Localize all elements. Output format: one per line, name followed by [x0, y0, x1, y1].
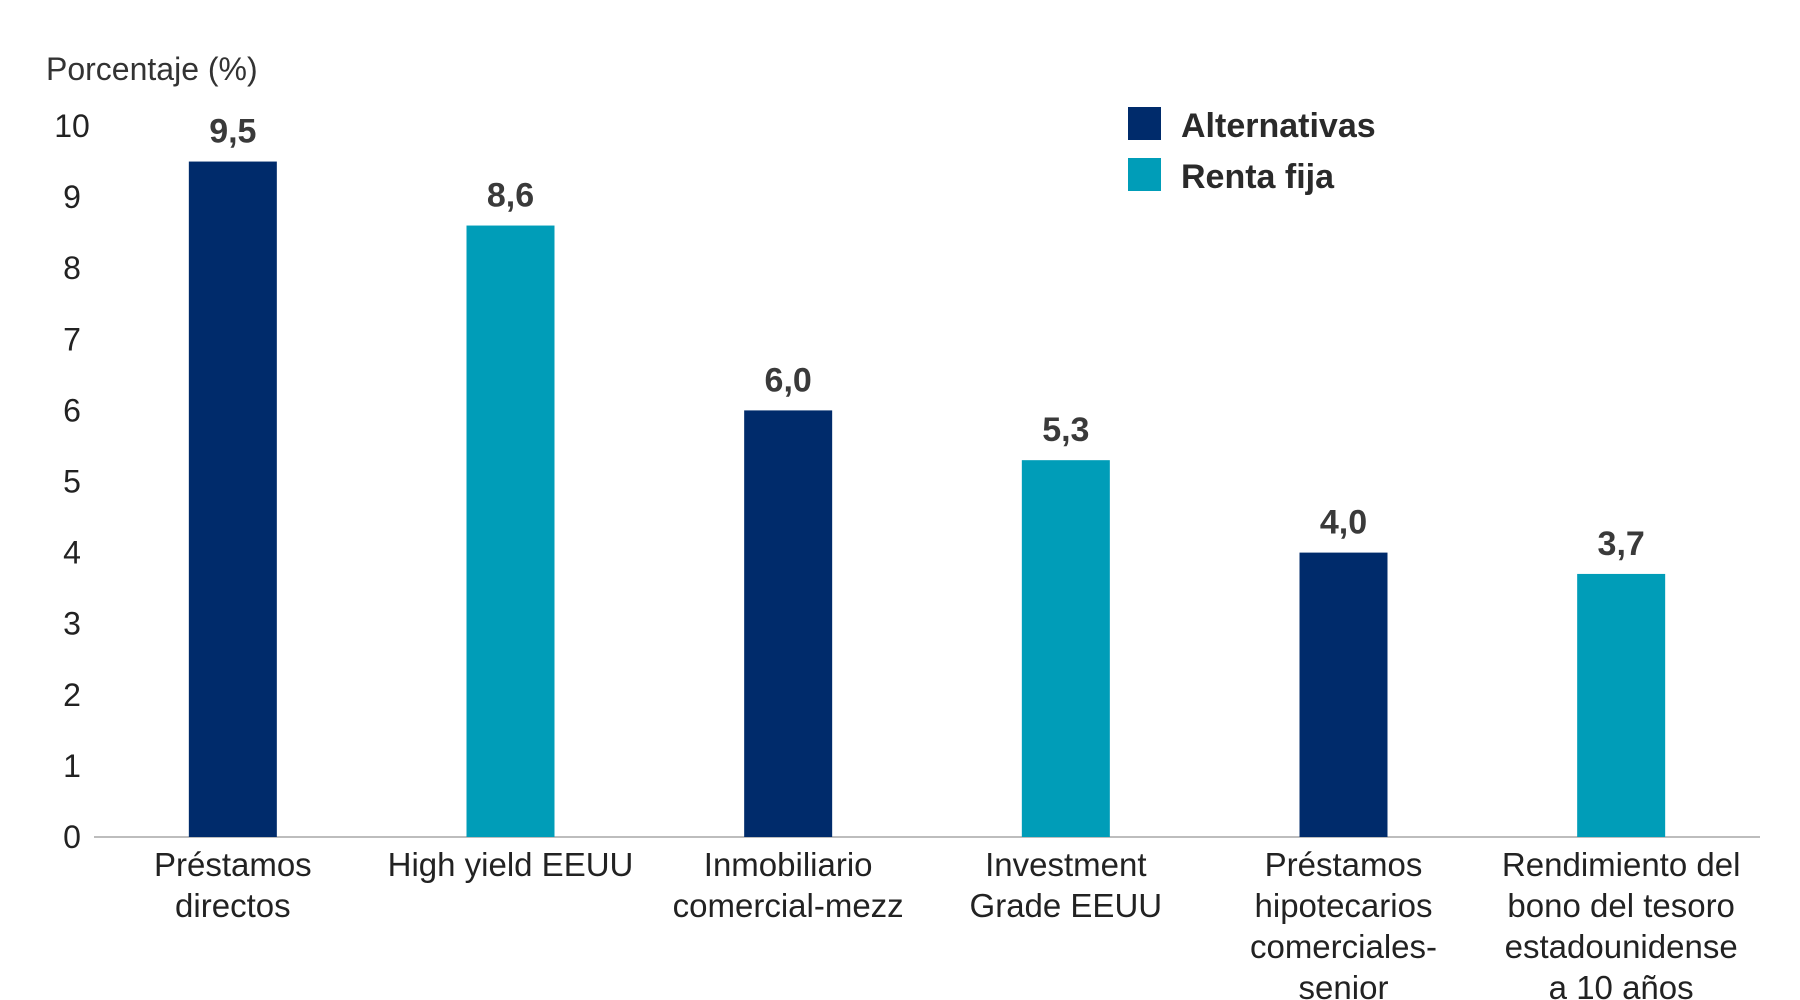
- bar: [188, 161, 277, 838]
- bar: [1299, 552, 1388, 837]
- value-labels-group: 9,5 8,6 6,0 5,3 4,0 3,7: [209, 113, 1645, 563]
- x-tick-label-line: Inmobiliario: [704, 846, 873, 883]
- x-tick-label: Inmobiliario comercial-mezz: [673, 846, 904, 924]
- bar-value-label: 4,0: [1320, 504, 1367, 542]
- bar: [1021, 460, 1110, 837]
- x-tick-label: Rendimiento del bono del tesoro estadounid…: [1502, 846, 1740, 1000]
- x-tick-label-line: estadounidense: [1505, 928, 1738, 965]
- y-tick-label: 0: [63, 819, 81, 855]
- x-tick-label-line: High yield EEUU: [388, 846, 634, 883]
- x-tick-label: High yield EEUU: [388, 846, 634, 883]
- x-tick-label-line: Préstamos: [154, 846, 312, 883]
- x-tick-label-line: comerciales-: [1250, 928, 1437, 965]
- x-tick-label-line: Investment: [985, 846, 1146, 883]
- bar-value-label: 5,3: [1042, 411, 1089, 449]
- y-tick-label: 8: [63, 250, 81, 286]
- bar-value-label: 6,0: [765, 361, 812, 399]
- x-tick-label-line: Grade EEUU: [970, 887, 1163, 924]
- bar-value-label: 9,5: [209, 113, 256, 151]
- y-tick-label: 1: [63, 748, 81, 784]
- legend-label: Renta fija: [1181, 158, 1335, 196]
- y-tick-label: 5: [63, 464, 81, 500]
- legend-swatch: [1128, 158, 1161, 191]
- x-tick-label-line: Rendimiento del: [1502, 846, 1740, 883]
- bar: [466, 225, 555, 838]
- x-axis-tick-labels: Préstamos directos High yield EEUU Inmobili…: [154, 846, 1740, 1000]
- x-tick-label-line: Préstamos: [1265, 846, 1423, 883]
- y-tick-label: 6: [63, 392, 81, 428]
- y-axis-title: Porcentaje (%): [46, 51, 258, 87]
- legend-swatch: [1128, 107, 1161, 140]
- y-tick-label: 4: [63, 535, 81, 571]
- bar: [1577, 573, 1666, 837]
- x-tick-label-line: comercial-mezz: [673, 887, 904, 924]
- y-axis-ticks: 0 1 2 3 4 5 6 7 8 9 10: [54, 108, 90, 855]
- bar: [744, 410, 833, 837]
- x-tick-label: Préstamos hipotecarios comerciales-senior: [1250, 846, 1437, 1000]
- y-tick-label: 2: [63, 677, 81, 713]
- x-tick-label-line: hipotecarios: [1255, 887, 1433, 924]
- bars-group: [188, 161, 1666, 838]
- bar-value-label: 8,6: [487, 177, 534, 215]
- x-tick-label-line: bono del tesoro: [1507, 887, 1735, 924]
- legend: Alternativas Renta fija: [1128, 107, 1376, 196]
- x-tick-label: Préstamos directos: [154, 846, 312, 924]
- y-tick-label: 10: [54, 108, 90, 144]
- x-tick-label-line: directos: [175, 887, 291, 924]
- y-tick-label: 7: [63, 321, 81, 357]
- legend-label: Alternativas: [1181, 107, 1376, 145]
- y-tick-label: 9: [63, 179, 81, 215]
- bar-value-label: 3,7: [1598, 525, 1645, 563]
- x-tick-label: Investment Grade EEUU: [970, 846, 1163, 924]
- y-tick-label: 3: [63, 606, 81, 642]
- x-tick-label-line: a 10 años: [1549, 969, 1694, 1000]
- x-tick-label-line: senior: [1299, 969, 1389, 1000]
